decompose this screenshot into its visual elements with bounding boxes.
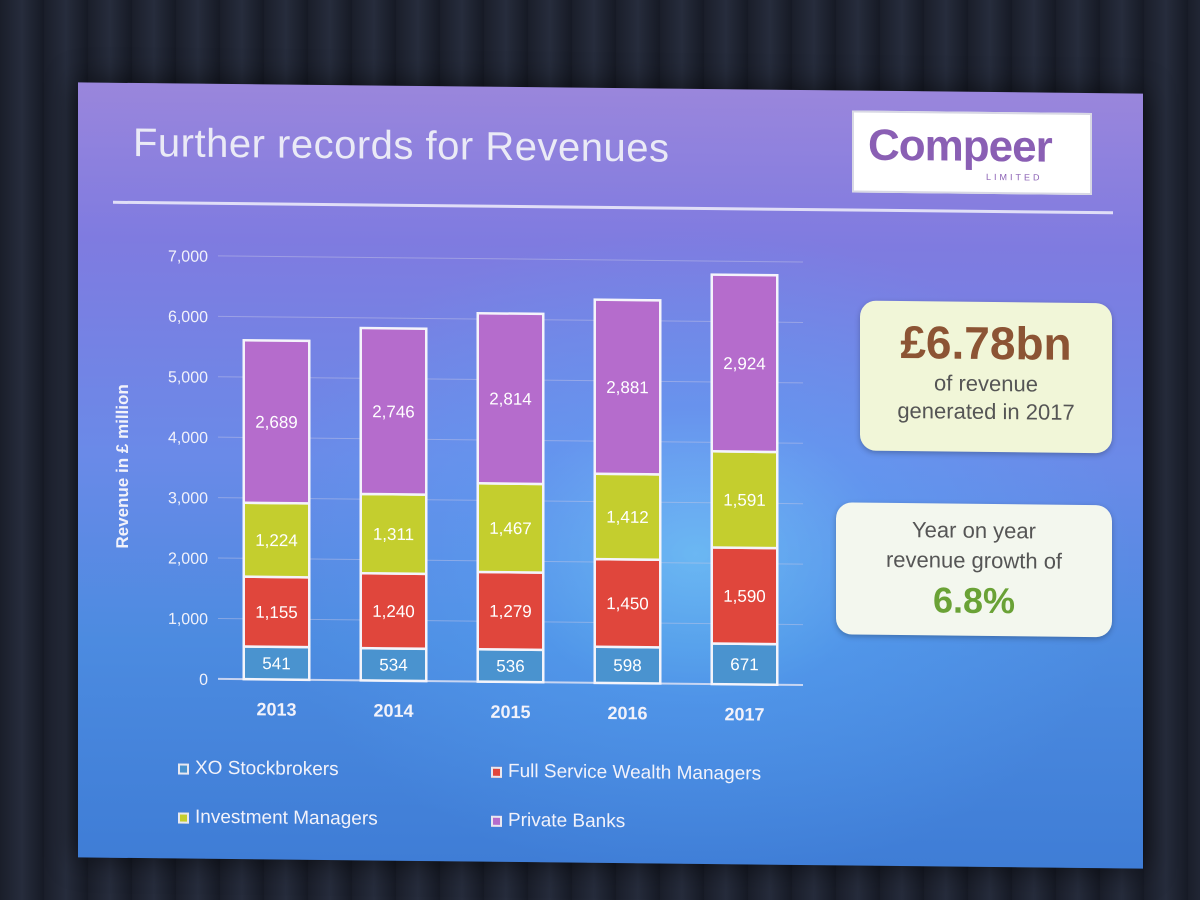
- data-label: 1,590: [723, 587, 766, 606]
- data-label: 2,924: [723, 354, 766, 373]
- stacked-bar-chart: 0 1,000 2,000 3,000 4,000 5,000 6,000 7,000 541…: [113, 248, 803, 725]
- legend-label: XO Stockbrokers: [195, 757, 339, 781]
- x-tick-label: 2016: [607, 703, 647, 723]
- bar-segment: [593, 298, 662, 476]
- revenue-total-value: £6.78bn: [900, 316, 1072, 370]
- revenue-caption-line2: generated in 2017: [897, 398, 1075, 425]
- data-label: 1,155: [255, 603, 298, 622]
- bar-segment: [476, 311, 545, 486]
- data-label: 2,746: [372, 402, 415, 421]
- data-label: 2,814: [489, 389, 532, 408]
- data-label: 2,689: [255, 413, 298, 432]
- legend-swatch-full-service-wealth-managers: [491, 766, 502, 778]
- legend-label: Private Banks: [508, 809, 626, 833]
- y-axis: 0 1,000 2,000 3,000 4,000 5,000 6,000 7,000: [168, 248, 803, 689]
- gridline: [218, 255, 803, 263]
- logo-subtext: LIMITED: [986, 171, 1043, 183]
- growth-caption-line2: revenue growth of: [885, 546, 1063, 574]
- projection-screen: Further records for Revenues Compeer LIM…: [78, 82, 1143, 869]
- growth-caption-line1: Year on year: [912, 517, 1036, 544]
- data-label: 536: [496, 657, 524, 676]
- data-label: 1,240: [372, 602, 415, 621]
- data-label: 1,279: [489, 602, 532, 621]
- legend-swatch-investment-managers: [178, 811, 189, 824]
- x-axis-labels: 2013 2014 2015 2016 2017: [256, 699, 764, 724]
- y-tick-label: 1,000: [168, 611, 208, 628]
- legend-item-private-banks: Private Banks: [491, 810, 625, 833]
- legend-item-xo-stockbrokers: XO Stockbrokers: [178, 757, 339, 781]
- data-label: 2,881: [606, 378, 649, 397]
- y-tick-label: 3,000: [168, 490, 208, 507]
- growth-callout: Year on year revenue growth of 6.8%: [836, 502, 1112, 638]
- data-label: 598: [613, 656, 641, 675]
- bar-segment: [710, 273, 779, 454]
- bar-segment: [242, 338, 311, 505]
- company-logo: Compeer LIMITED: [852, 110, 1092, 196]
- x-tick-label: 2017: [724, 704, 764, 724]
- data-label: 1,412: [606, 508, 649, 527]
- y-tick-label: 7,000: [168, 248, 208, 265]
- data-label: 1,224: [255, 531, 298, 550]
- x-tick-label: 2013: [256, 699, 296, 719]
- growth-rate-value: 6.8%: [932, 579, 1016, 622]
- legend-label: Full Service Wealth Managers: [508, 760, 762, 785]
- y-tick-label: 5,000: [168, 369, 208, 386]
- data-label: 1,591: [723, 490, 766, 509]
- data-label: 1,311: [373, 525, 414, 544]
- data-label: 671: [730, 655, 758, 674]
- legend-item-investment-managers: Investment Managers: [178, 806, 378, 830]
- legend-item-full-service-wealth-managers: Full Service Wealth Managers: [491, 761, 761, 786]
- bar-stacks: 541 1,155 1,224 2,689 534 1,240 1,311 2,746 536 1…: [242, 273, 779, 687]
- y-tick-label: 6,000: [168, 309, 208, 326]
- x-tick-label: 2015: [490, 702, 530, 722]
- y-tick-label: 2,000: [168, 551, 208, 568]
- x-tick-label: 2014: [373, 701, 413, 721]
- y-axis-title: Revenue in £ million: [113, 384, 132, 549]
- revenue-caption-line1: of revenue: [934, 370, 1038, 397]
- legend-label: Investment Managers: [195, 806, 378, 830]
- legend-swatch-xo-stockbrokers: [178, 762, 189, 775]
- logo-wordmark: Compeer: [868, 120, 1052, 172]
- revenue-callout: £6.78bn of revenue generated in 2017: [860, 300, 1112, 454]
- y-tick-label: 0: [199, 672, 208, 689]
- bar-segment: [359, 326, 428, 496]
- y-tick-label: 4,000: [168, 430, 208, 447]
- data-label: 541: [262, 654, 290, 673]
- data-label: 1,467: [489, 519, 532, 538]
- data-label: 534: [379, 655, 407, 674]
- data-label: 1,450: [606, 594, 649, 613]
- legend-swatch-private-banks: [491, 815, 502, 827]
